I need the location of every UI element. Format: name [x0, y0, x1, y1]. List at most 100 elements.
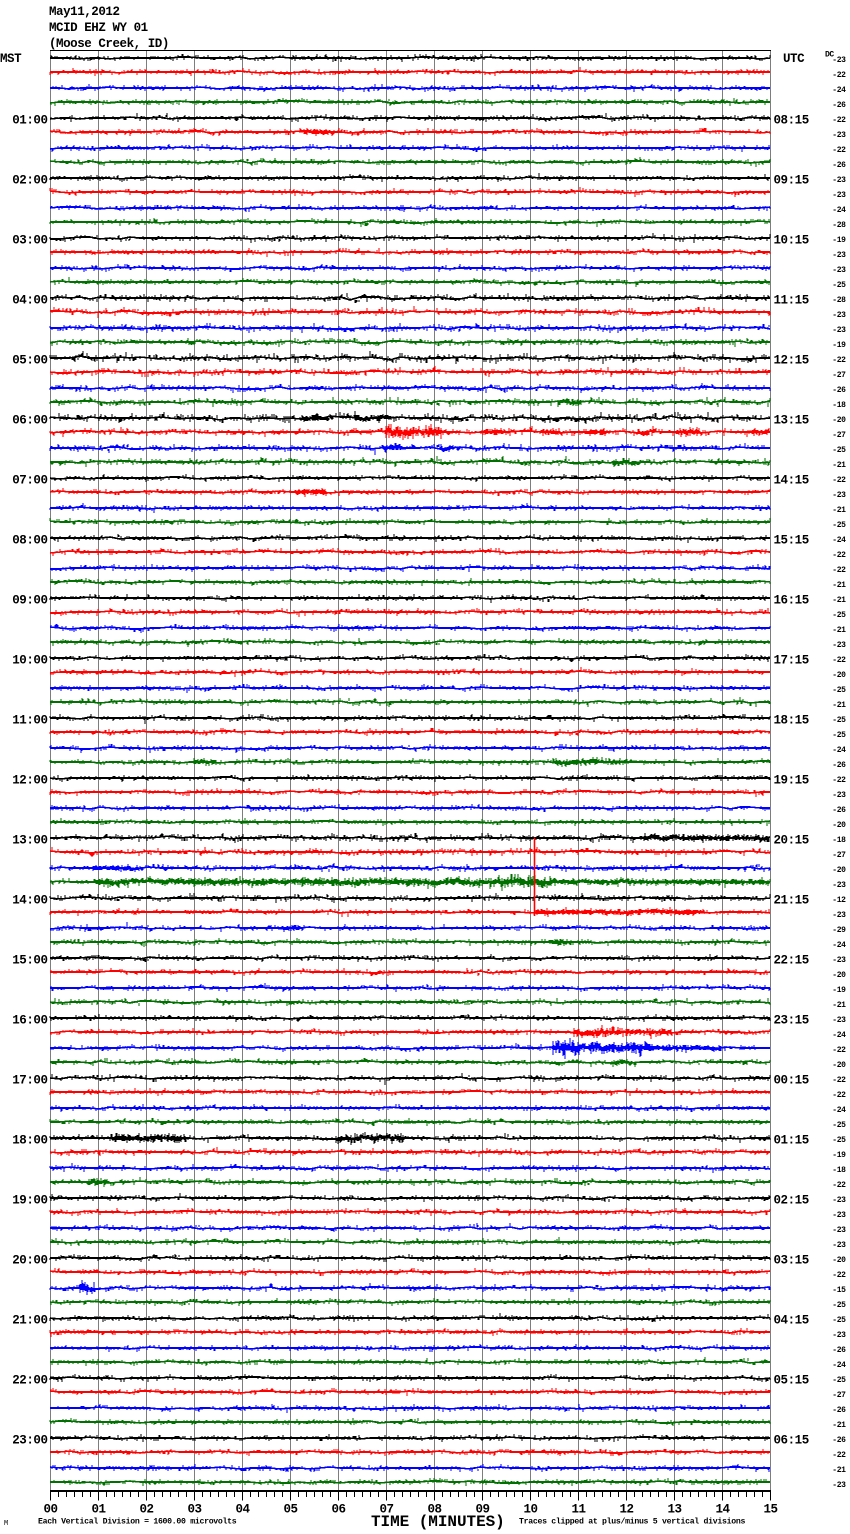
svg-text:-25: -25	[832, 716, 846, 725]
svg-text:-21: -21	[832, 461, 846, 470]
svg-text:-19: -19	[832, 236, 846, 245]
svg-text:-23: -23	[832, 56, 846, 65]
svg-text:MST: MST	[0, 52, 22, 66]
svg-text:-18: -18	[832, 1166, 846, 1175]
svg-text:-21: -21	[832, 506, 846, 515]
svg-text:-29: -29	[832, 926, 846, 935]
svg-text:-26: -26	[832, 1436, 846, 1445]
svg-text:-27: -27	[832, 371, 846, 380]
svg-text:22:15: 22:15	[774, 953, 809, 967]
svg-text:-23: -23	[832, 311, 846, 320]
svg-text:-22: -22	[832, 1046, 846, 1055]
svg-text:13:15: 13:15	[774, 413, 809, 427]
svg-text:05: 05	[283, 1503, 297, 1517]
svg-text:14: 14	[715, 1503, 730, 1517]
svg-text:20:00: 20:00	[12, 1253, 47, 1267]
svg-text:-25: -25	[832, 281, 846, 290]
svg-text:-22: -22	[832, 776, 846, 785]
svg-text:-21: -21	[832, 1421, 846, 1430]
svg-text:22:00: 22:00	[12, 1373, 47, 1387]
svg-text:-23: -23	[832, 956, 846, 965]
svg-text:-26: -26	[832, 806, 846, 815]
svg-text:-22: -22	[832, 146, 846, 155]
svg-text:-24: -24	[832, 746, 846, 755]
svg-text:-21: -21	[832, 701, 846, 710]
svg-text:03:00: 03:00	[12, 233, 47, 247]
svg-text:-25: -25	[832, 686, 846, 695]
svg-text:11:15: 11:15	[774, 293, 809, 307]
svg-text:00:15: 00:15	[774, 1073, 809, 1087]
svg-text:06:15: 06:15	[774, 1433, 809, 1447]
svg-text:-22: -22	[832, 566, 846, 575]
svg-text:23:00: 23:00	[12, 1433, 47, 1447]
svg-text:-25: -25	[832, 446, 846, 455]
svg-text:-23: -23	[832, 191, 846, 200]
svg-text:14:00: 14:00	[12, 893, 47, 907]
svg-text:-19: -19	[832, 1151, 846, 1160]
svg-text:03: 03	[187, 1503, 201, 1517]
svg-text:-19: -19	[832, 341, 846, 350]
svg-text:-15: -15	[832, 1286, 846, 1295]
svg-text:-25: -25	[832, 1376, 846, 1385]
svg-text:-25: -25	[832, 1121, 846, 1130]
svg-text:-22: -22	[832, 71, 846, 80]
svg-text:-25: -25	[832, 1136, 846, 1145]
svg-text:01:15: 01:15	[774, 1133, 809, 1147]
svg-text:10:00: 10:00	[12, 653, 47, 667]
svg-text:-23: -23	[832, 1241, 846, 1250]
svg-text:MCID EHZ WY 01: MCID EHZ WY 01	[49, 21, 148, 35]
svg-text:15:00: 15:00	[12, 953, 47, 967]
svg-text:17:00: 17:00	[12, 1073, 47, 1087]
svg-text:Each Vertical Division = 1600.: Each Vertical Division = 1600.00 microvo…	[38, 1517, 237, 1527]
svg-text:01: 01	[91, 1503, 105, 1517]
svg-text:-24: -24	[832, 1031, 846, 1040]
svg-text:-26: -26	[832, 1406, 846, 1415]
svg-text:21:15: 21:15	[774, 893, 809, 907]
svg-text:-23: -23	[832, 326, 846, 335]
svg-text:May11,2012: May11,2012	[49, 5, 120, 19]
svg-text:13:00: 13:00	[12, 833, 47, 847]
svg-text:-24: -24	[832, 941, 846, 950]
svg-text:UTC: UTC	[783, 52, 805, 66]
svg-text:TIME (MINUTES): TIME (MINUTES)	[371, 1513, 505, 1531]
svg-text:09: 09	[475, 1503, 489, 1517]
svg-text:-24: -24	[832, 1361, 846, 1370]
svg-text:-21: -21	[832, 1466, 846, 1475]
svg-text:-24: -24	[832, 1106, 846, 1115]
svg-text:08:00: 08:00	[12, 533, 47, 547]
svg-text:-26: -26	[832, 161, 846, 170]
svg-text:-21: -21	[832, 1001, 846, 1010]
svg-text:04:00: 04:00	[12, 293, 47, 307]
svg-text:-22: -22	[832, 116, 846, 125]
svg-text:-23: -23	[832, 911, 846, 920]
svg-text:-26: -26	[832, 101, 846, 110]
svg-text:-23: -23	[832, 1196, 846, 1205]
svg-text:-24: -24	[832, 86, 846, 95]
svg-text:-20: -20	[832, 866, 846, 875]
svg-text:-25: -25	[832, 521, 846, 530]
svg-text:-26: -26	[832, 1346, 846, 1355]
svg-text:18:15: 18:15	[774, 713, 809, 727]
svg-text:21:00: 21:00	[12, 1313, 47, 1327]
svg-text:-22: -22	[832, 1271, 846, 1280]
svg-text:-20: -20	[832, 1061, 846, 1070]
svg-text:-28: -28	[832, 221, 846, 230]
svg-text:-23: -23	[832, 1016, 846, 1025]
svg-text:14:15: 14:15	[774, 473, 809, 487]
svg-text:07: 07	[379, 1503, 393, 1517]
svg-text:12: 12	[619, 1503, 633, 1517]
svg-text:-23: -23	[832, 491, 846, 500]
svg-text:M: M	[4, 1520, 8, 1528]
svg-text:-25: -25	[832, 731, 846, 740]
svg-text:19:00: 19:00	[12, 1193, 47, 1207]
svg-text:-25: -25	[832, 611, 846, 620]
svg-text:-24: -24	[832, 536, 846, 545]
svg-text:-20: -20	[832, 416, 846, 425]
svg-text:(Moose Creek, ID): (Moose Creek, ID)	[49, 37, 169, 51]
svg-text:-23: -23	[832, 1481, 846, 1490]
svg-text:11:00: 11:00	[12, 713, 47, 727]
svg-text:-22: -22	[832, 1181, 846, 1190]
svg-text:05:15: 05:15	[774, 1373, 809, 1387]
svg-text:-27: -27	[832, 431, 846, 440]
svg-text:-22: -22	[832, 1091, 846, 1100]
